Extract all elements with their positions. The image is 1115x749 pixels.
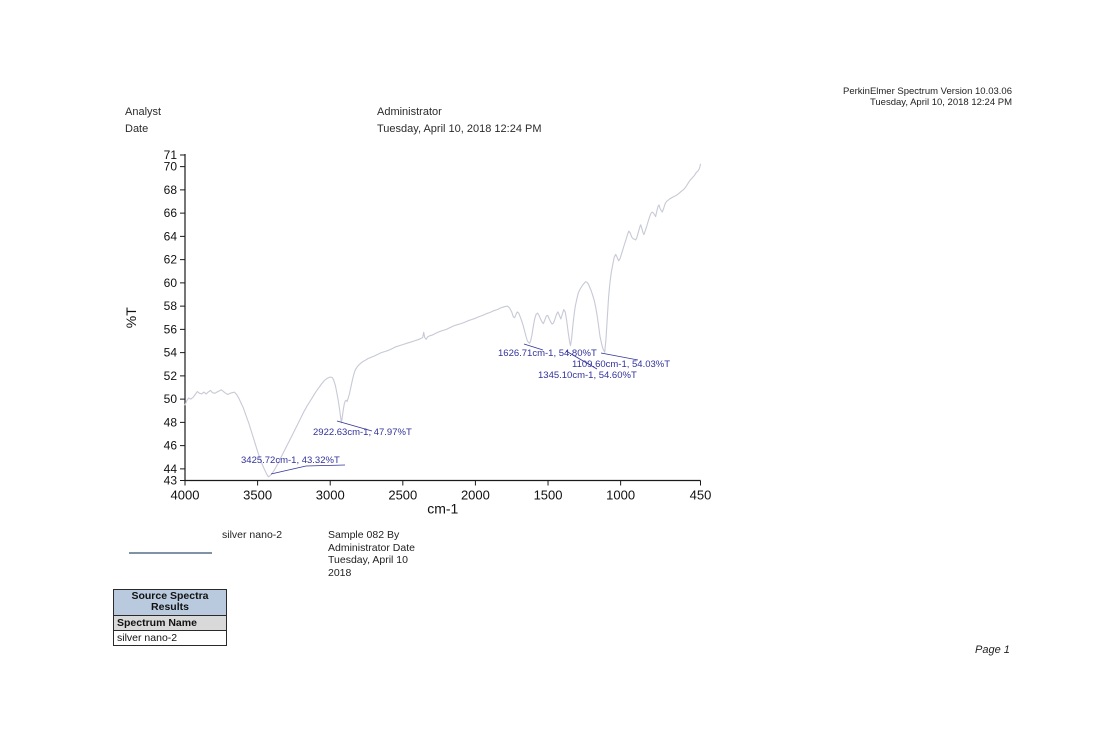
x-tick-label: 1500	[534, 488, 563, 503]
peak-annotation-1626.71: 1626.71cm-1, 54.80%T	[498, 348, 597, 359]
report-header: PerkinElmer Spectrum Version 10.03.06 Tu…	[843, 86, 1012, 108]
y-tick-label: 44	[164, 462, 178, 476]
x-tick-label: 450	[690, 488, 712, 503]
y-tick-label: 48	[164, 415, 178, 429]
results-table-title: Source Spectra Results	[113, 589, 227, 616]
date-value: Tuesday, April 10, 2018 12:24 PM	[377, 123, 542, 135]
x-tick-label: 3000	[316, 488, 345, 503]
axis-lines	[184, 154, 701, 482]
analyst-value: Administrator	[377, 106, 442, 118]
legend-sample-info: Sample 082 By Administrator Date Tuesday…	[328, 529, 415, 579]
analyst-label: Analyst	[125, 106, 162, 118]
y-tick-label: 46	[164, 439, 178, 453]
y-tick-label: 68	[164, 183, 178, 197]
peak-leader-line	[270, 464, 346, 475]
y-tick-label: 66	[164, 206, 178, 220]
results-table-row: silver nano-2	[113, 631, 227, 646]
x-tick-label: 2500	[388, 488, 417, 503]
x-tick-label: 2000	[461, 488, 490, 503]
peak-annotation-3425.72: 3425.72cm-1, 43.32%T	[241, 455, 340, 466]
legend-line-swatch	[129, 552, 212, 554]
y-tick-label: 62	[164, 253, 178, 267]
spectrum-curve	[184, 163, 702, 478]
y-tick-label: 56	[164, 322, 178, 336]
x-axis-title: cm-1	[427, 501, 458, 517]
x-tick-label: 1000	[606, 488, 635, 503]
page-number: Page 1	[975, 644, 1010, 656]
y-tick-label: 50	[164, 392, 178, 406]
y-tick-label: 52	[164, 369, 178, 383]
y-axis-title: %T	[123, 307, 139, 328]
source-spectra-results-table: Source Spectra Results Spectrum Name sil…	[113, 589, 227, 646]
x-tick-label: 3500	[243, 488, 272, 503]
legend-sample-name: silver nano-2	[222, 529, 283, 541]
y-tick-label: 71	[164, 148, 178, 162]
peak-annotation-1345.1: 1345.10cm-1, 54.60%T	[538, 370, 637, 381]
y-tick-label: 43	[164, 474, 178, 488]
y-tick-label: 64	[164, 229, 178, 243]
y-tick-label: 70	[164, 160, 178, 174]
date-label: Date	[125, 123, 149, 135]
y-tick-label: 54	[164, 346, 178, 360]
y-tick-label: 58	[164, 299, 178, 313]
peak-annotation-1109.6: 1109.60cm-1, 54.03%T	[572, 359, 671, 370]
peak-annotation-2922.63: 2922.63cm-1, 47.97%T	[313, 427, 412, 438]
report-timestamp-text: Tuesday, April 10, 2018 12:24 PM	[869, 97, 1012, 108]
software-version-text: PerkinElmer Spectrum Version 10.03.06	[843, 86, 1012, 97]
x-tick-label: 4000	[171, 488, 200, 503]
results-table-column-header: Spectrum Name	[113, 616, 227, 631]
y-tick-label: 60	[164, 276, 178, 290]
